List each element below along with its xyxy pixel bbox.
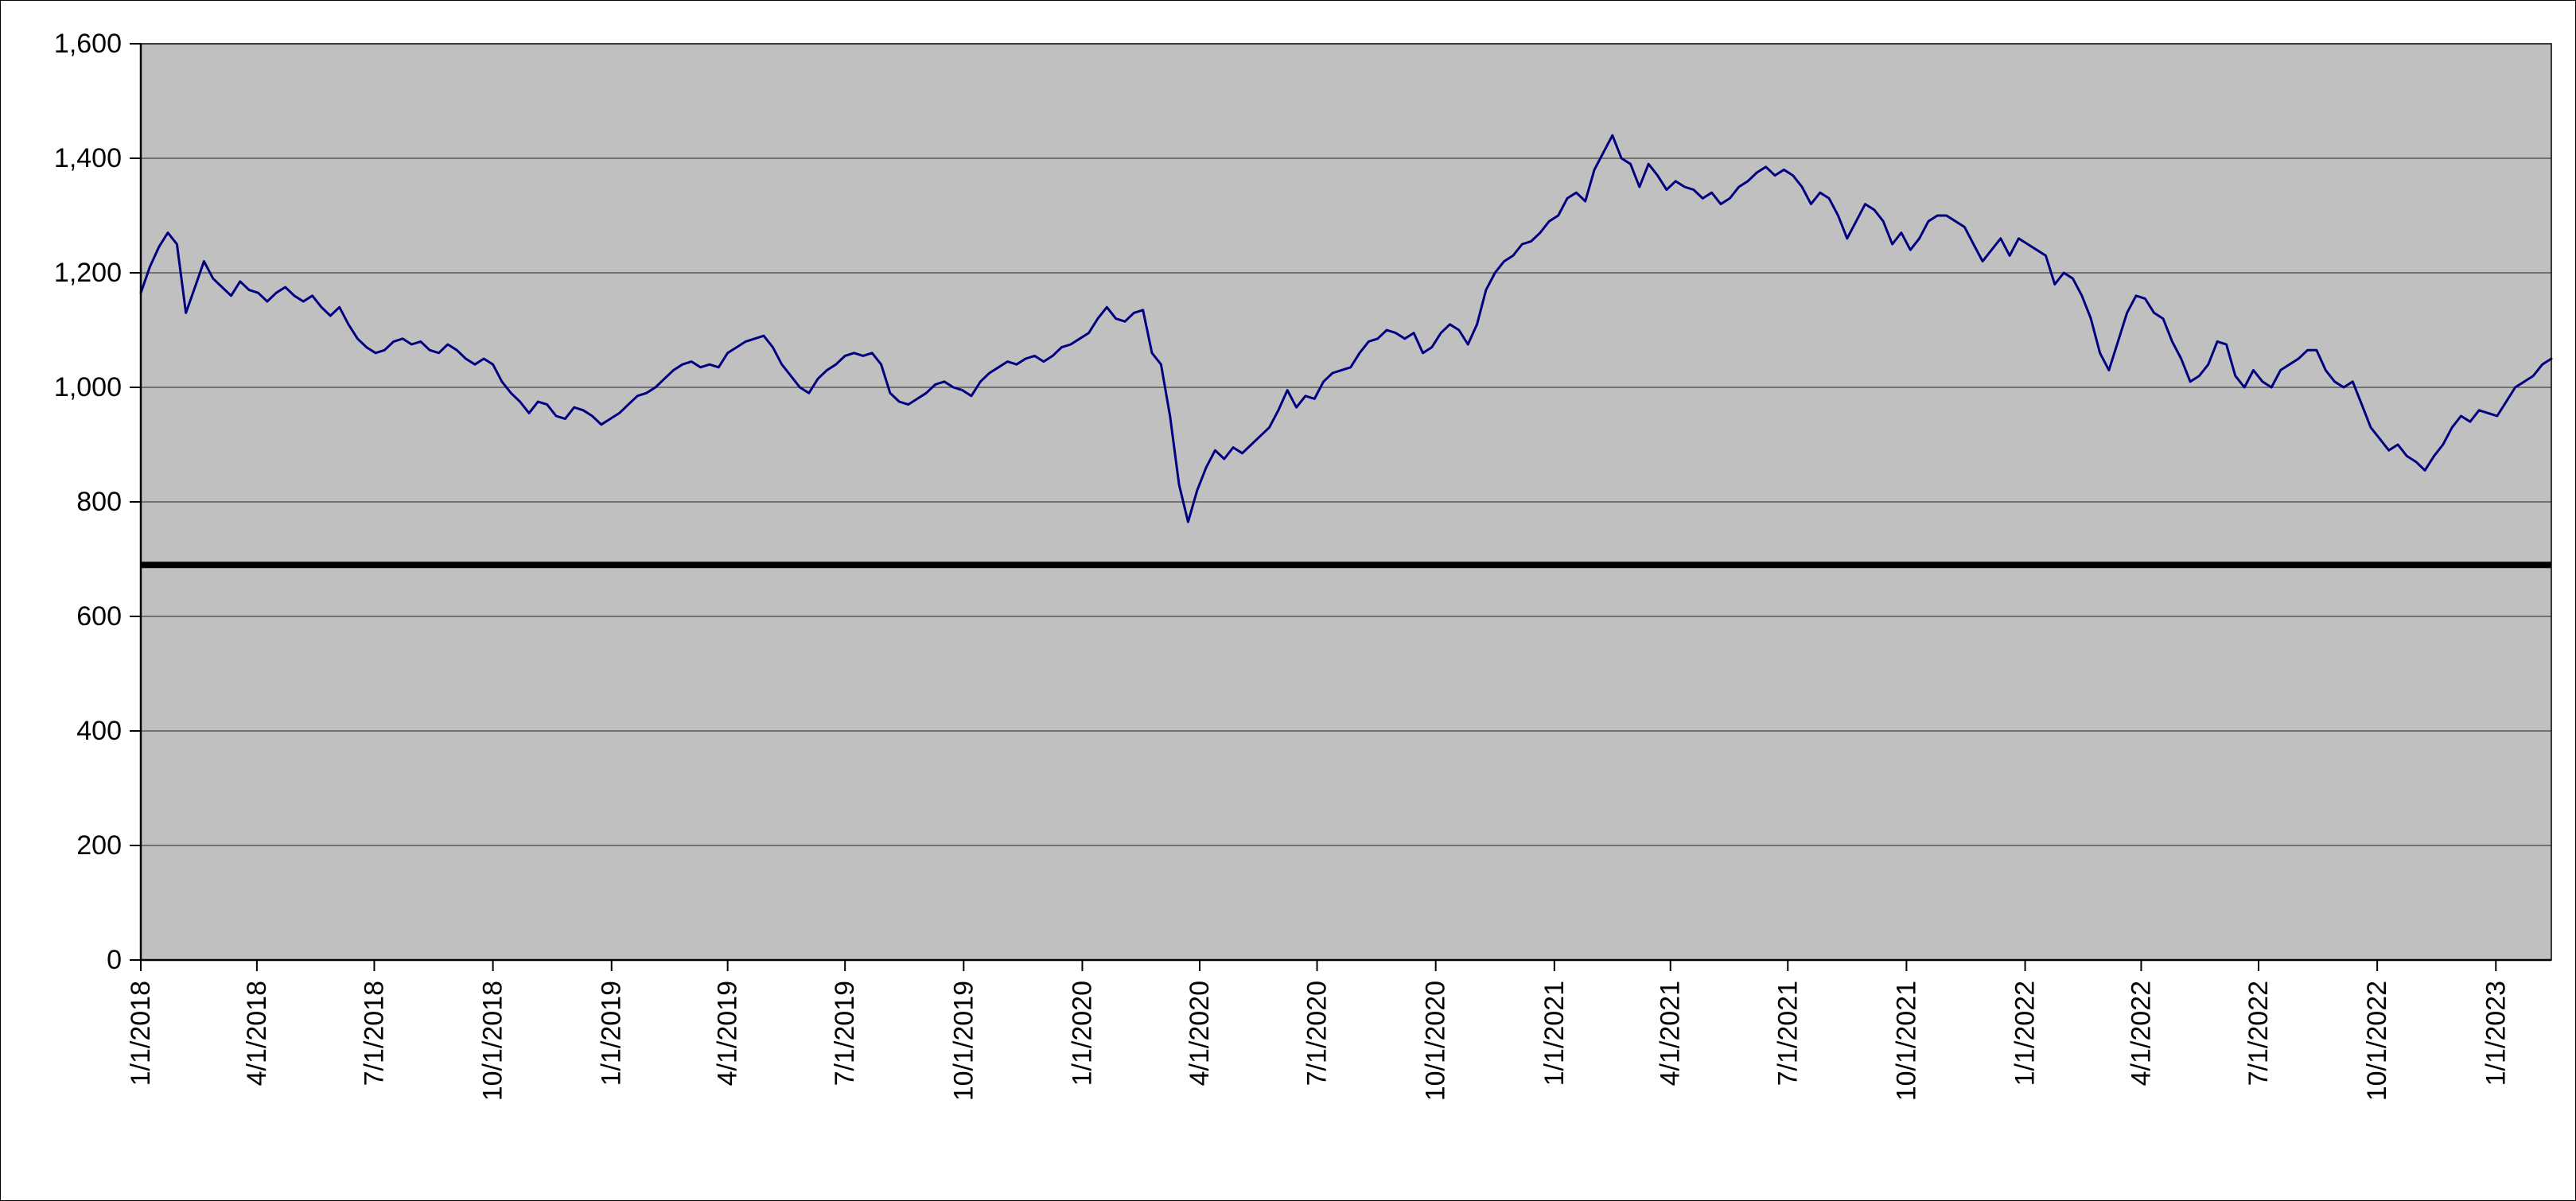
x-tick-label: 1/1/2020 — [1067, 981, 1097, 1086]
y-tick-label: 200 — [76, 830, 122, 861]
x-tick-label: 7/1/2018 — [359, 981, 389, 1086]
x-axis-ticks — [140, 960, 2497, 971]
y-tick-label: 1,400 — [54, 143, 122, 173]
y-tick-label: 0 — [107, 945, 122, 975]
x-tick-label: 7/1/2020 — [1302, 981, 1333, 1086]
x-tick-label: 4/1/2020 — [1185, 981, 1215, 1086]
x-tick-label: 1/1/2021 — [1539, 981, 1570, 1086]
y-tick-label: 600 — [76, 601, 122, 632]
x-tick-label: 4/1/2019 — [713, 981, 743, 1086]
x-tick-label: 7/1/2019 — [830, 981, 860, 1086]
y-tick-label: 1,600 — [54, 29, 122, 59]
y-gridlines — [141, 157, 2551, 846]
x-tick-label: 10/1/2021 — [1891, 981, 1921, 1101]
x-axis-labels: 1/1/2018 4/1/2018 7/1/2018 10/1/2018 1/1/201… — [126, 981, 2511, 1101]
x-tick-label: 10/1/2018 — [478, 981, 508, 1101]
x-tick-label: 1/1/2019 — [597, 981, 627, 1086]
x-tick-label: 10/1/2019 — [948, 981, 979, 1101]
x-tick-label: 7/1/2021 — [1772, 981, 1803, 1086]
x-tick-label: 4/1/2022 — [2126, 981, 2156, 1086]
x-tick-label: 7/1/2022 — [2243, 981, 2274, 1086]
y-tick-label: 400 — [76, 716, 122, 746]
x-tick-label: 10/1/2022 — [2362, 981, 2392, 1101]
x-tick-label: 1/1/2022 — [2010, 981, 2041, 1086]
y-axis-ticks — [130, 43, 141, 961]
y-tick-label: 1,000 — [54, 372, 122, 402]
x-tick-label: 4/1/2021 — [1656, 981, 1686, 1086]
x-tick-label: 4/1/2018 — [242, 981, 272, 1086]
y-axis-labels: 0 200 400 600 800 1,000 1,200 1,400 1,600 — [54, 29, 122, 975]
x-tick-label: 1/1/2018 — [126, 981, 156, 1086]
x-tick-label: 10/1/2020 — [1421, 981, 1451, 1101]
x-tick-label: 1/1/2023 — [2481, 981, 2511, 1086]
y-tick-label: 800 — [76, 487, 122, 517]
y-tick-label: 1,200 — [54, 258, 122, 288]
series-line — [139, 134, 2553, 523]
